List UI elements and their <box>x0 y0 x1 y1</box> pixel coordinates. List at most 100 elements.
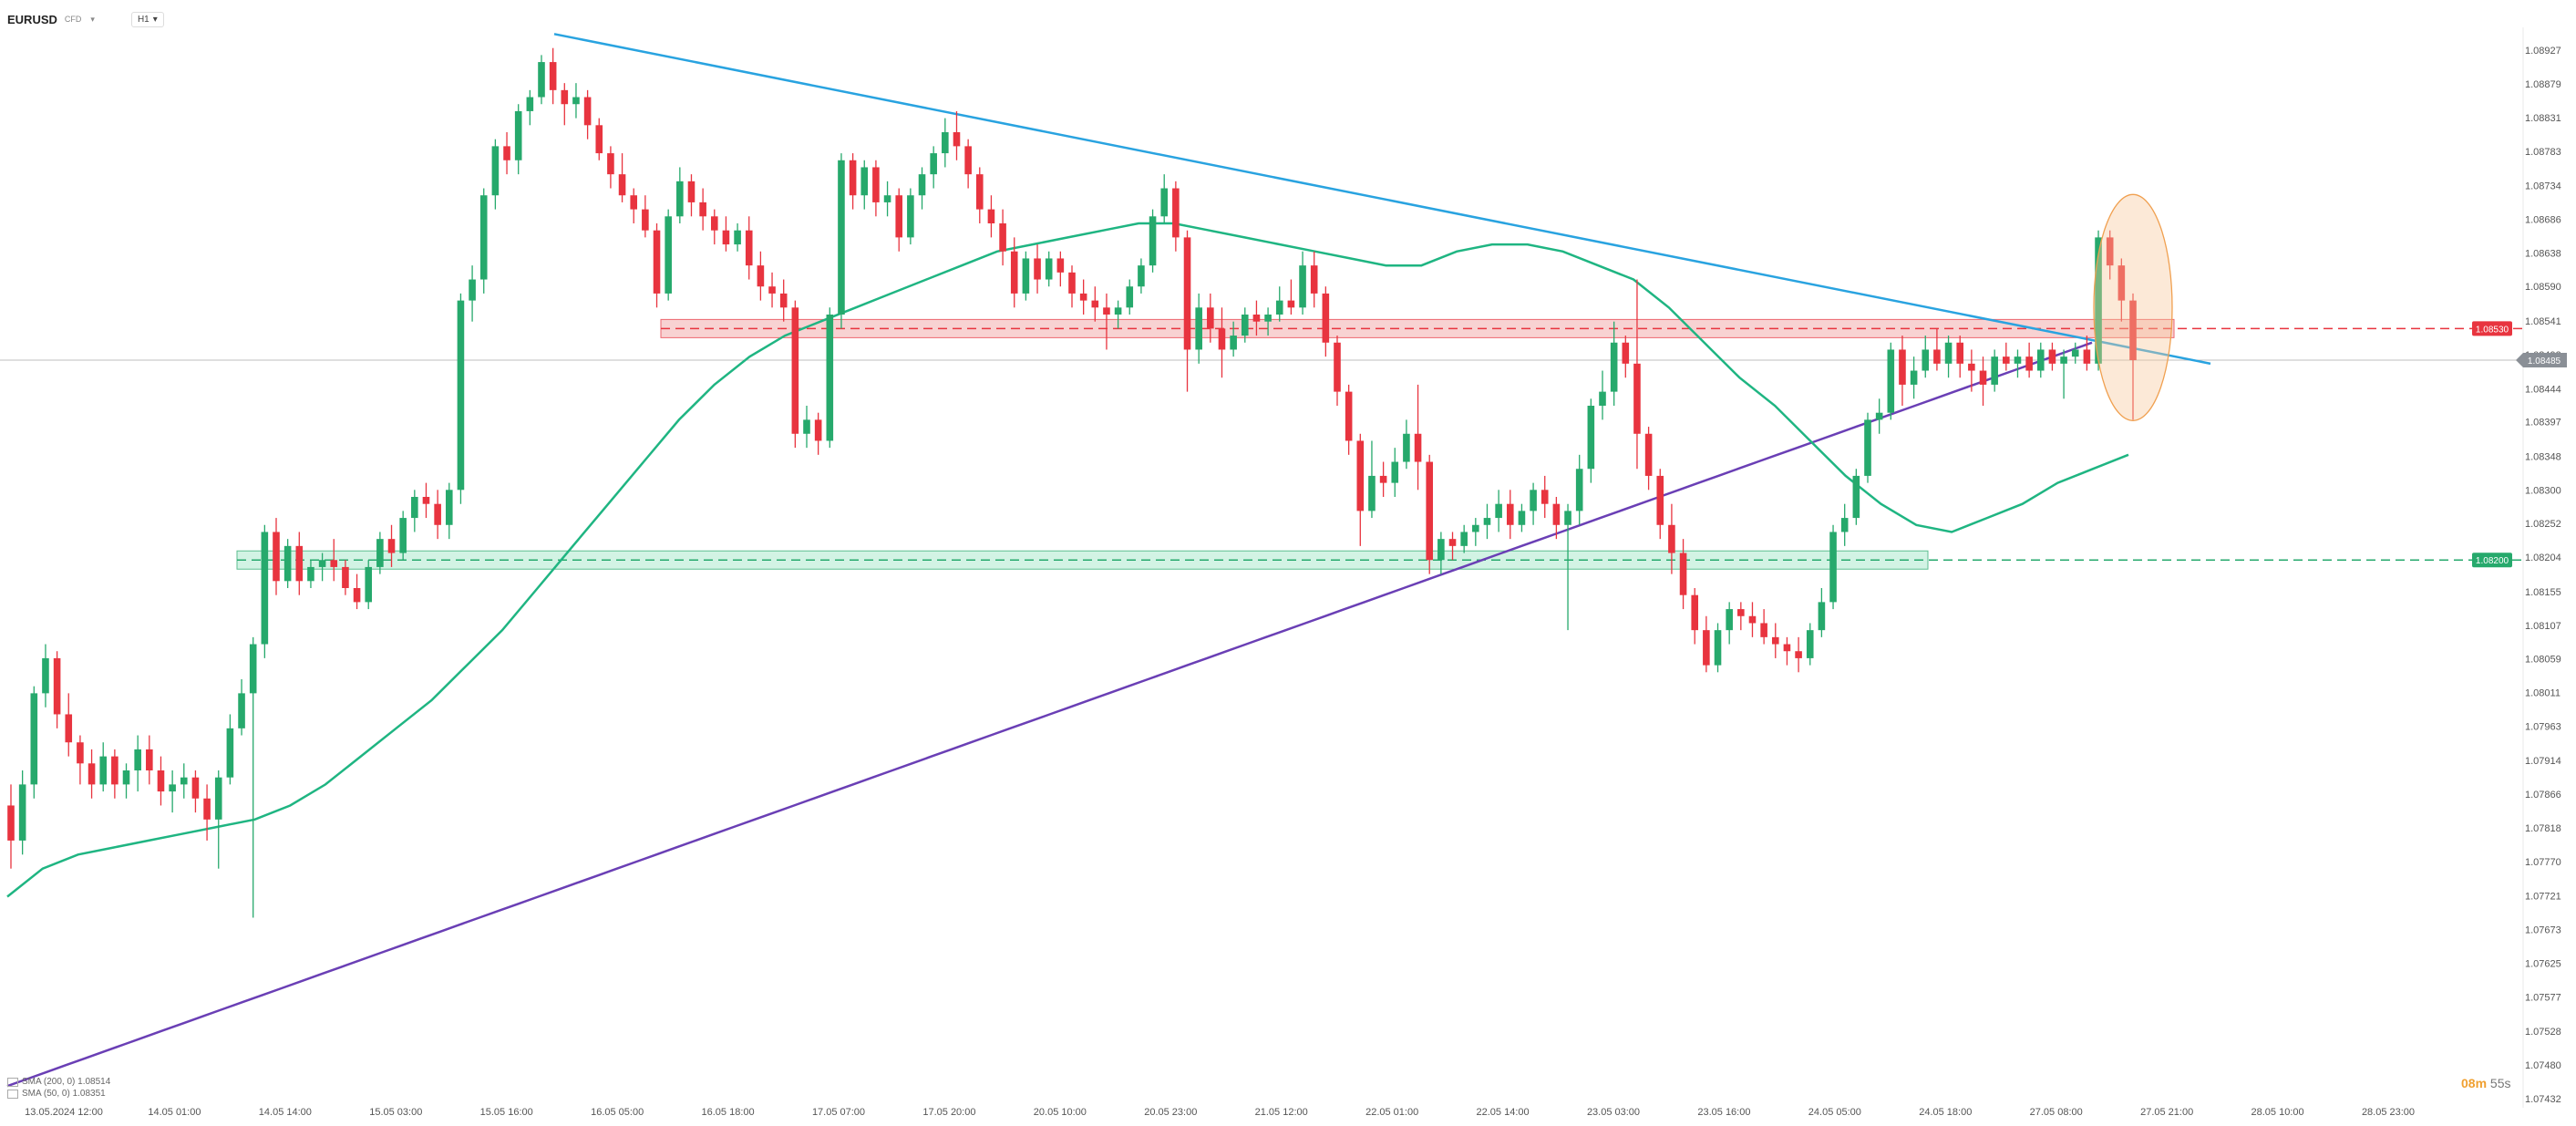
bullish-candle <box>526 97 534 111</box>
x-tick-label: 24.05 18:00 <box>1919 1107 1972 1118</box>
bearish-candle <box>1310 265 1318 294</box>
y-tick-label: 1.08444 <box>2525 385 2561 396</box>
bullish-candle <box>538 62 545 98</box>
bearish-candle <box>895 195 903 238</box>
bearish-candle <box>1091 300 1099 308</box>
y-tick-label: 1.08734 <box>2525 181 2561 191</box>
bullish-candle <box>1483 518 1491 525</box>
bearish-candle <box>2083 349 2091 364</box>
bullish-candle <box>826 315 834 441</box>
bearish-candle <box>618 174 626 196</box>
symbol-header: EURUSD CFD ▾ H1 ▾ <box>7 9 164 29</box>
bullish-candle <box>283 545 292 582</box>
bearish-candle <box>1737 609 1745 616</box>
bullish-candle <box>2036 349 2045 371</box>
bullish-candle <box>1195 307 1202 350</box>
bearish-candle <box>2106 237 2114 266</box>
bullish-candle <box>942 132 949 154</box>
y-tick-label: 1.08927 <box>2525 46 2561 57</box>
bearish-candle <box>1103 307 1110 315</box>
bearish-candle <box>561 89 569 105</box>
x-tick-label: 16.05 18:00 <box>702 1107 755 1118</box>
x-tick-label: 24.05 05:00 <box>1808 1107 1861 1118</box>
x-tick-label: 22.05 14:00 <box>1477 1107 1530 1118</box>
legend-item-sma200[interactable]: SMA (200, 0) 1.08514 <box>7 1076 110 1088</box>
bearish-candle <box>1899 349 1906 385</box>
bullish-candle <box>1126 286 1134 308</box>
bullish-candle <box>445 490 453 525</box>
resistance-tag-bg <box>2472 321 2512 336</box>
bullish-candle <box>1368 475 1376 511</box>
y-tick-label: 1.08590 <box>2525 282 2561 293</box>
chevron-down-icon[interactable]: ▾ <box>90 14 95 24</box>
bearish-candle <box>53 657 61 715</box>
bullish-candle <box>1726 609 1733 631</box>
bearish-candle <box>1979 370 1987 385</box>
bearish-candle <box>953 132 961 147</box>
bearish-candle <box>1691 594 1699 631</box>
bearish-candle <box>1506 503 1514 525</box>
bearish-candle <box>65 714 73 743</box>
bearish-candle <box>1287 300 1295 308</box>
bearish-candle <box>999 223 1006 252</box>
bearish-candle <box>1334 342 1341 392</box>
bearish-candle <box>779 293 788 308</box>
bearish-candle <box>503 146 510 160</box>
y-tick-label: 1.07818 <box>2525 823 2561 834</box>
y-tick-label: 1.07432 <box>2525 1094 2561 1105</box>
bullish-candle <box>2060 356 2067 364</box>
bearish-candle <box>595 125 603 154</box>
bullish-candle <box>665 216 672 294</box>
bearish-candle <box>1056 258 1065 273</box>
bearish-candle <box>1703 630 1710 666</box>
legend-swatch-icon <box>7 1077 18 1087</box>
x-tick-label: 16.05 05:00 <box>591 1107 644 1118</box>
bullish-candle <box>514 110 522 160</box>
x-tick-label: 13.05.2024 12:00 <box>25 1107 103 1118</box>
y-tick-label: 1.07625 <box>2525 959 2561 970</box>
bullish-candle <box>1275 300 1283 315</box>
bullish-candle <box>399 518 407 553</box>
bearish-candle <box>849 160 857 196</box>
bearish-candle <box>1644 433 1653 476</box>
y-tick-label: 1.08686 <box>2525 214 2561 225</box>
symbol-type: CFD <box>64 15 82 24</box>
bearish-candle <box>7 805 15 841</box>
legend-label: SMA (200, 0) 1.08514 <box>22 1077 111 1087</box>
bullish-candle <box>1806 630 1814 658</box>
bullish-candle <box>1610 342 1618 392</box>
chevron-down-icon: ▾ <box>152 14 158 25</box>
legend-swatch-icon <box>7 1089 18 1099</box>
bearish-candle <box>1379 475 1387 483</box>
legend-item-sma50[interactable]: SMA (50, 0) 1.08351 <box>7 1088 110 1100</box>
timeframe-selector[interactable]: H1 ▾ <box>130 11 164 27</box>
bullish-candle <box>918 174 926 196</box>
bullish-candle <box>1840 518 1849 532</box>
symbol-name[interactable]: EURUSD <box>7 12 57 26</box>
bullish-candle <box>860 167 869 196</box>
timeframe-label: H1 <box>137 14 149 25</box>
resistance-tag-label: 1.08530 <box>2476 325 2509 335</box>
bearish-candle <box>1968 363 1975 371</box>
y-tick-label: 1.07528 <box>2525 1027 2561 1038</box>
y-tick-label: 1.07914 <box>2525 756 2561 767</box>
y-tick-label: 1.08252 <box>2525 519 2561 530</box>
bullish-candle <box>1944 342 1953 364</box>
bearish-candle <box>1795 651 1802 658</box>
y-tick-label: 1.08204 <box>2525 553 2561 563</box>
bullish-candle <box>734 230 741 245</box>
bearish-candle <box>2048 349 2056 364</box>
bearish-candle <box>2003 356 2010 364</box>
y-tick-label: 1.08107 <box>2525 621 2561 632</box>
bullish-candle <box>318 560 326 567</box>
bearish-candle <box>1345 391 1353 441</box>
x-tick-label: 15.05 03:00 <box>369 1107 422 1118</box>
bullish-candle <box>1138 265 1145 287</box>
y-tick-label: 1.08397 <box>2525 418 2561 429</box>
bearish-candle <box>687 181 696 202</box>
bullish-candle <box>1587 406 1595 470</box>
bullish-candle <box>1864 419 1871 476</box>
x-tick-label: 14.05 01:00 <box>148 1107 201 1118</box>
bearish-candle <box>342 566 349 588</box>
